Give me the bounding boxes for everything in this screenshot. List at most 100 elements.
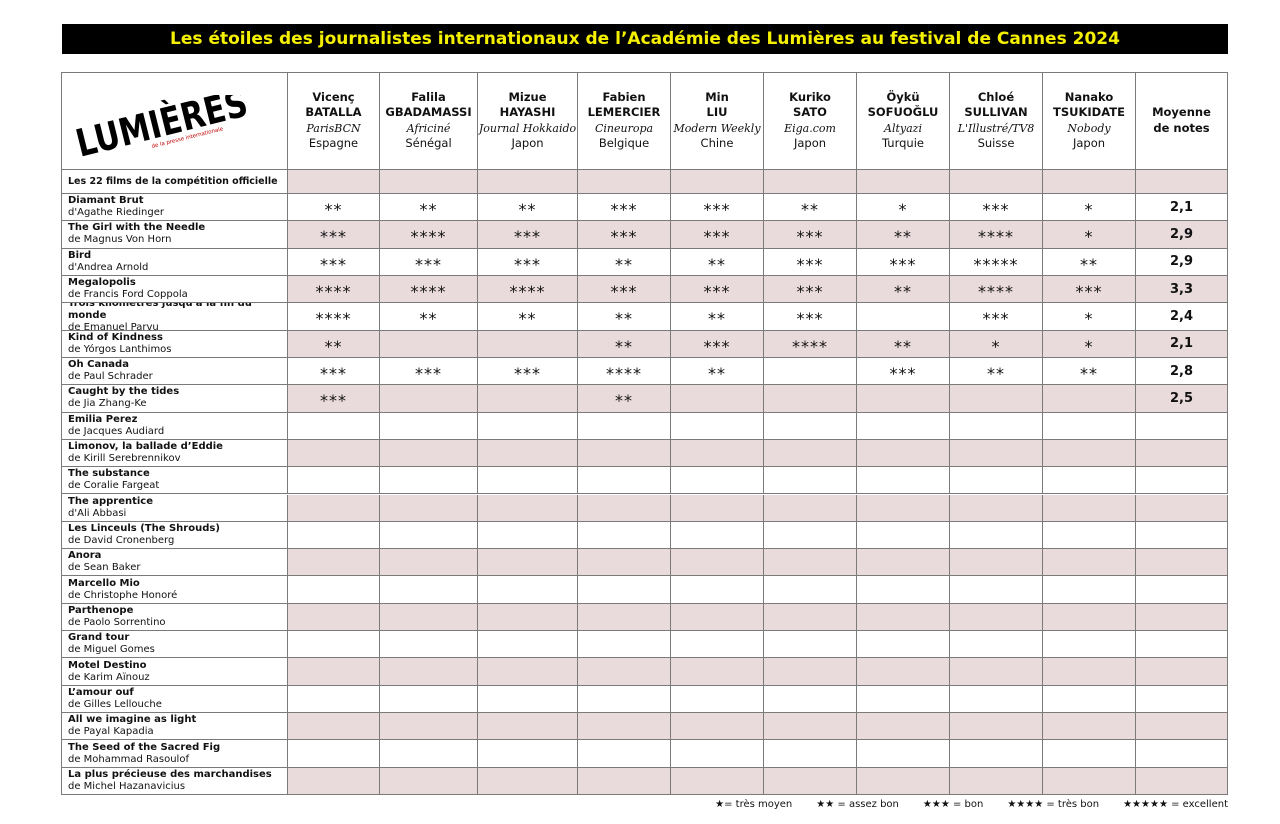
section-label-cell: Les 22 films de la compétition officiell…	[62, 170, 288, 194]
rating: ***	[415, 254, 442, 274]
rating-cell	[478, 412, 578, 440]
rating-cell	[478, 521, 578, 550]
rating-cell: **	[671, 248, 764, 276]
rating-cell	[1043, 685, 1136, 714]
film-director: de Francis Ford Coppola	[68, 289, 188, 301]
film-cell: Megalopolis de Francis Ford Coppola	[62, 275, 288, 304]
rating-cell: ****	[380, 221, 478, 249]
rating: *	[991, 336, 1001, 356]
rating-cell	[478, 385, 578, 413]
section-cell	[1043, 170, 1136, 194]
rating-cell	[1043, 521, 1136, 550]
rating: ***	[982, 309, 1010, 329]
rating-cell: ***	[478, 357, 578, 386]
rating: **	[615, 309, 633, 329]
film-director: de Kirill Serebrennikov	[68, 453, 181, 465]
film-title: Anora	[68, 550, 102, 562]
rating-cell	[671, 603, 764, 632]
average-cell	[1136, 767, 1228, 795]
rating-cell	[1043, 385, 1136, 413]
rating-cell	[857, 576, 950, 604]
rating-cell: ***	[764, 275, 857, 304]
average-cell	[1136, 576, 1228, 604]
rating-cell	[764, 767, 857, 795]
rating-cell	[950, 494, 1043, 522]
section-cell	[857, 170, 950, 194]
rating-cell	[1043, 549, 1136, 577]
legend-item: ★★ = assez bon	[816, 799, 899, 810]
rating: **	[615, 254, 633, 274]
film-cell: The substance de Coralie Fargeat	[62, 467, 288, 495]
rating-cell	[380, 467, 478, 495]
film-title: Bird	[68, 249, 92, 261]
section-cell	[288, 170, 380, 194]
rating-cell: **	[1043, 357, 1136, 386]
rating-cell: ***	[380, 357, 478, 386]
juror-first-name: Vicenç	[312, 89, 355, 104]
film-cell: Limonov, la ballade d’Eddie de Kirill Ser…	[62, 439, 288, 468]
juror-header: Falila GBADAMASSI Africiné Sénégal	[380, 72, 478, 170]
rating: ***	[796, 282, 824, 302]
rating-cell	[671, 740, 764, 768]
rating: ***	[514, 364, 541, 384]
rating-cell: ***	[764, 221, 857, 249]
rating-cell	[950, 767, 1043, 795]
average-cell	[1136, 713, 1228, 741]
film-title: Marcello Mio	[68, 577, 140, 589]
rating-cell: ***	[1043, 275, 1136, 304]
film-title: Emilia Perez	[68, 413, 138, 425]
juror-header: Fabien LEMERCIER Cineuropa Belgique	[578, 72, 671, 170]
film-director: de Paolo Sorrentino	[68, 616, 166, 628]
rating-cell	[578, 494, 671, 522]
rating-cell	[857, 303, 950, 331]
rating: **	[324, 200, 343, 220]
rating-cell	[1043, 467, 1136, 495]
rating-cell	[950, 439, 1043, 468]
average-cell: 2,8	[1136, 357, 1228, 386]
rating-cell: ****	[578, 357, 671, 386]
rating: *	[1084, 336, 1094, 356]
juror-last-name: TSUKIDATE	[1053, 105, 1125, 119]
rating-cell	[950, 521, 1043, 550]
rating-cell	[380, 439, 478, 468]
rating-cell: **	[671, 303, 764, 331]
rating: **	[1080, 364, 1098, 384]
rating-cell	[1043, 740, 1136, 768]
rating-cell	[671, 494, 764, 522]
film-director: d'Ali Abbasi	[68, 507, 127, 519]
rating-cell: ****	[950, 221, 1043, 249]
rating-cell	[578, 603, 671, 632]
juror-last-name: SULLIVAN	[964, 105, 1028, 119]
rating-cell	[380, 330, 478, 358]
rating-cell	[478, 767, 578, 795]
juror-outlet: Altyazi	[884, 121, 922, 135]
rating: **	[708, 254, 726, 274]
film-cell: All we imagine as light de Payal Kapadia	[62, 713, 288, 741]
film-title: The Girl with the Needle	[68, 222, 206, 234]
rating-cell: ***	[478, 248, 578, 276]
rating-cell	[288, 740, 380, 768]
average: 2,1	[1169, 336, 1194, 352]
rating-cell: ****	[288, 303, 380, 331]
rating-cell	[764, 439, 857, 468]
rating-cell	[671, 685, 764, 714]
rating-cell	[857, 631, 950, 659]
average-header-text: Moyenne de notes	[1152, 105, 1211, 135]
film-title: The apprentice	[68, 495, 154, 507]
rating-cell: **	[857, 275, 950, 304]
average-cell	[1136, 494, 1228, 522]
film-title: Les Linceuls (The Shrouds)	[68, 522, 220, 534]
section-cell	[764, 170, 857, 194]
film-cell: Anora de Sean Baker	[62, 549, 288, 577]
rating-cell: **	[380, 194, 478, 222]
legend-item: ★★★ = bon	[922, 799, 984, 810]
rating-cell	[578, 767, 671, 795]
rating-cell	[578, 576, 671, 604]
rating-cell	[1043, 576, 1136, 604]
juror-header: Mizue HAYASHI Journal Hokkaido Japon	[478, 72, 578, 170]
rating: *****	[973, 254, 1019, 274]
average-cell	[1136, 603, 1228, 632]
rating-cell: *	[1043, 221, 1136, 249]
film-cell: Oh Canada de Paul Schrader	[62, 357, 288, 386]
